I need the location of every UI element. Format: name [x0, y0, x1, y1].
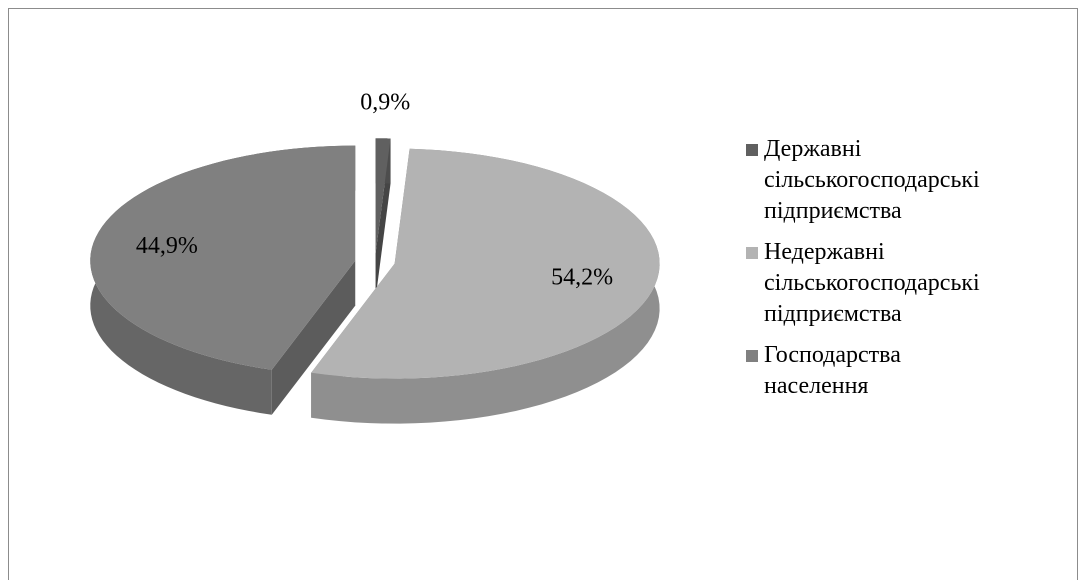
- legend-label: Державні сільськогосподарські підприємст…: [764, 136, 980, 224]
- slice-side: [271, 260, 356, 415]
- chart-frame: [8, 8, 1078, 580]
- legend-label: Господарства населення: [764, 342, 901, 399]
- legend-swatch: [746, 350, 758, 362]
- legend-item: Недержавні сільськогосподарські підприєм…: [746, 237, 996, 330]
- data-label: 0,9%: [360, 89, 410, 115]
- slice: [375, 138, 391, 254]
- legend-swatch: [746, 144, 758, 156]
- legend-item: Господарства населення: [746, 340, 996, 402]
- legend-item: Державні сільськогосподарські підприємст…: [746, 134, 996, 227]
- slice: [311, 148, 660, 379]
- legend-label: Недержавні сільськогосподарські підприєм…: [764, 239, 980, 327]
- legend: Державні сільськогосподарські підприємст…: [746, 134, 996, 412]
- data-label: 44,9%: [136, 233, 198, 259]
- slice: [90, 145, 356, 370]
- data-label: 54,2%: [551, 265, 613, 291]
- legend-swatch: [746, 247, 758, 259]
